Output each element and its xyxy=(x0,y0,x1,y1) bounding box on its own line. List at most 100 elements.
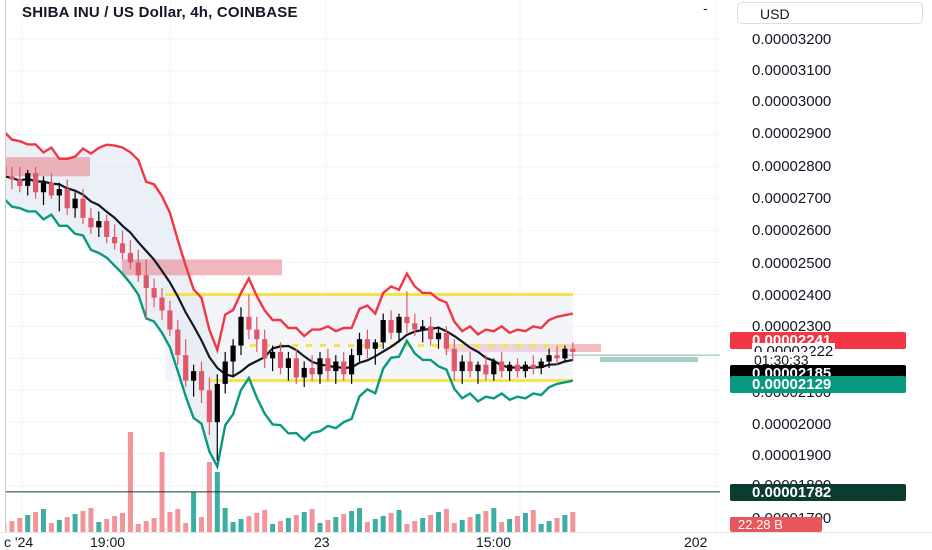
candle-body xyxy=(127,252,133,263)
price-tick: 0.00002400 xyxy=(752,287,832,304)
volume-bar xyxy=(530,510,536,532)
candle-body xyxy=(25,173,31,186)
chart-plot-area[interactable] xyxy=(0,0,720,532)
candle-body xyxy=(159,297,165,311)
candle-body xyxy=(372,342,378,349)
candle-body xyxy=(404,316,410,324)
candle-body xyxy=(48,182,54,196)
bar-countdown: 01:30:33 xyxy=(752,352,811,368)
volume-bar xyxy=(183,523,189,532)
volume-bar xyxy=(33,512,39,532)
price-tick: 0.00002500 xyxy=(752,255,832,272)
horizontal-line-price-tag: 0.00001782 xyxy=(730,484,906,501)
candle-body xyxy=(40,182,47,193)
volume-bar xyxy=(475,514,481,532)
volume-bar xyxy=(467,517,473,532)
volume-bar xyxy=(143,521,149,532)
upper-band-line xyxy=(3,130,574,354)
candle-body xyxy=(396,316,402,333)
time-axis[interactable]: c '24 19:00 23 15:00 202 xyxy=(0,532,932,550)
lower-band-line xyxy=(3,197,574,471)
candle-body xyxy=(341,361,347,375)
candle-body xyxy=(88,217,94,228)
volume-bar xyxy=(88,508,94,532)
volume-bar xyxy=(206,462,212,532)
candle-body xyxy=(206,390,212,423)
volume-bar xyxy=(191,492,197,532)
volume-bar xyxy=(341,514,347,532)
candle-body xyxy=(459,361,465,372)
candle-body xyxy=(151,288,157,298)
volume-bar xyxy=(175,509,181,532)
lower-band-price-tag: 0.00002129 xyxy=(730,376,906,393)
candle-body xyxy=(64,189,70,209)
volume-bar xyxy=(9,521,15,532)
candlestick-chart[interactable] xyxy=(0,0,720,532)
candle-body xyxy=(33,173,39,193)
candle-body xyxy=(499,361,505,372)
candle-body xyxy=(222,361,228,384)
volume-bar xyxy=(222,508,228,532)
volume-bar xyxy=(127,432,133,532)
volume-bar xyxy=(199,517,204,532)
candle-body xyxy=(451,348,457,372)
price-tick: 0.00002000 xyxy=(752,416,832,433)
candle-body xyxy=(191,371,197,381)
volume-bar xyxy=(451,523,457,532)
candle-body xyxy=(507,364,513,372)
candle-body xyxy=(96,221,102,228)
volume-bar xyxy=(333,517,339,532)
candle-body xyxy=(9,176,15,180)
volume-bar xyxy=(17,518,23,532)
candle-body xyxy=(17,179,23,186)
projection-bar xyxy=(600,357,698,363)
candle-body xyxy=(277,351,284,368)
candle-body xyxy=(412,323,418,330)
candle-body xyxy=(491,361,497,375)
currency-selector[interactable]: USD xyxy=(737,2,923,24)
volume-bar xyxy=(151,518,157,532)
price-axis[interactable] xyxy=(720,0,932,532)
volume-bar xyxy=(48,523,54,532)
volume-bar xyxy=(56,520,62,532)
candle-body xyxy=(483,364,489,375)
candle-body xyxy=(428,326,434,340)
volume-bar xyxy=(96,522,102,532)
volume-bar xyxy=(72,514,78,532)
price-tick: 0.00002700 xyxy=(752,190,832,207)
volume-bar xyxy=(254,513,260,532)
time-label: 23 xyxy=(314,534,330,550)
candle-body xyxy=(309,367,315,375)
volume-bar xyxy=(570,512,576,532)
volume-bar xyxy=(262,510,268,532)
supply-zone xyxy=(4,157,90,177)
candle-body xyxy=(72,198,78,209)
candle-body xyxy=(167,310,173,330)
volume-bar xyxy=(436,512,441,532)
volume-bar xyxy=(214,472,220,532)
candle-body xyxy=(317,358,323,375)
candle-body xyxy=(104,221,110,237)
time-label: 202 xyxy=(684,534,708,550)
volume-bar xyxy=(317,523,323,532)
symbol-title[interactable]: SHIBA INU / US Dollar, 4h, COINBASE xyxy=(22,4,298,21)
candle-body xyxy=(380,320,386,343)
candle-body xyxy=(514,364,521,372)
volume-bar xyxy=(301,512,307,532)
volume-bar xyxy=(443,509,449,532)
candle-body xyxy=(262,339,268,359)
volume-bar xyxy=(522,513,528,532)
candle-body xyxy=(562,348,568,359)
volume-bar xyxy=(112,516,118,532)
candle-body xyxy=(522,364,528,372)
candle-body xyxy=(230,345,236,362)
volume-bar xyxy=(420,518,426,532)
volume-bar xyxy=(388,513,394,532)
candle-body xyxy=(356,339,363,356)
volume-bar xyxy=(135,524,141,532)
volume-bar xyxy=(396,510,402,532)
price-tick: 0.00003000 xyxy=(752,93,832,110)
volume-bar xyxy=(491,508,497,532)
candle-body xyxy=(530,364,536,368)
volume-bar xyxy=(499,522,505,532)
